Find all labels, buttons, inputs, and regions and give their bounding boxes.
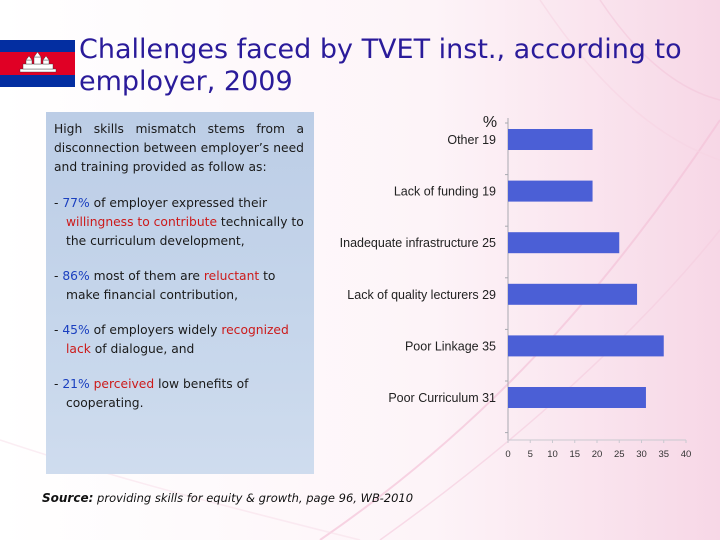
bullet-highlight: perceived bbox=[93, 377, 155, 391]
bullet-percent: 45% bbox=[62, 323, 90, 337]
bullet-dash: - bbox=[54, 377, 63, 391]
intro-text: High skills mismatch stems from a discon… bbox=[54, 122, 304, 174]
category-label: Lack of quality lecturers 29 bbox=[347, 288, 496, 302]
bullet-item: - 45% of employers widely recognized lac… bbox=[54, 321, 304, 359]
bullet-text: of dialogue, and bbox=[90, 342, 195, 356]
x-tick-label: 25 bbox=[614, 449, 625, 460]
x-tick-label: 30 bbox=[636, 449, 647, 460]
bar bbox=[508, 232, 620, 254]
x-tick-label: 0 bbox=[505, 449, 510, 460]
unit-label: % bbox=[483, 114, 497, 131]
category-label: Poor Curriculum 31 bbox=[388, 391, 496, 405]
category-label: Poor Linkage 35 bbox=[405, 339, 496, 353]
bullet-highlight: recognized lack bbox=[66, 323, 289, 356]
cambodia-flag-icon bbox=[0, 40, 75, 87]
x-tick-label: 40 bbox=[681, 449, 692, 460]
bullet-dash: - bbox=[54, 196, 63, 210]
x-tick-label: 20 bbox=[592, 449, 603, 460]
bullet-text: of employers widely bbox=[89, 323, 222, 337]
bullet-text: to make financial contribution, bbox=[66, 269, 276, 302]
bullet-item: - 77% of employer expressed their willin… bbox=[54, 194, 304, 251]
bullet-dash: - bbox=[54, 269, 63, 283]
bullet-text: most of them are bbox=[89, 269, 204, 283]
bullet-item: - 21% perceived low benefits of cooperat… bbox=[54, 375, 304, 413]
category-label: Lack of funding 19 bbox=[394, 185, 496, 199]
bar bbox=[508, 283, 638, 305]
bullet-text: technically to the curriculum developmen… bbox=[66, 215, 304, 248]
bullet-percent: 77% bbox=[62, 196, 90, 210]
text-panel: High skills mismatch stems from a discon… bbox=[46, 112, 314, 474]
category-label: Inadequate infrastructure 25 bbox=[340, 236, 496, 250]
category-label: Other 19 bbox=[447, 133, 496, 147]
x-tick-label: 10 bbox=[547, 449, 558, 460]
source-text: providing skills for equity & growth, pa… bbox=[93, 491, 414, 505]
x-tick-label: 15 bbox=[569, 449, 580, 460]
bullet-highlight: willingness to contribute bbox=[66, 215, 218, 229]
source-note: Source: providing skills for equity & gr… bbox=[42, 491, 413, 505]
slide-title: Challenges faced by TVET inst., accordin… bbox=[79, 34, 682, 97]
bullet-percent: 86% bbox=[62, 269, 90, 283]
bullet-dash: - bbox=[54, 323, 63, 337]
bullet-highlight: reluctant bbox=[203, 269, 260, 283]
bullet-text: low benefits of cooperating. bbox=[66, 377, 249, 410]
bullet-item: - 86% most of them are reluctant to make… bbox=[54, 267, 304, 305]
bullet-text: of employer expressed their bbox=[89, 196, 267, 210]
bar bbox=[508, 180, 593, 202]
source-label: Source: bbox=[42, 491, 94, 505]
bullet-percent: 21% bbox=[62, 377, 90, 391]
bar bbox=[508, 335, 664, 357]
bar bbox=[508, 129, 593, 150]
x-tick-label: 5 bbox=[528, 449, 533, 460]
x-tick-label: 35 bbox=[658, 449, 669, 460]
bar bbox=[508, 387, 646, 408]
